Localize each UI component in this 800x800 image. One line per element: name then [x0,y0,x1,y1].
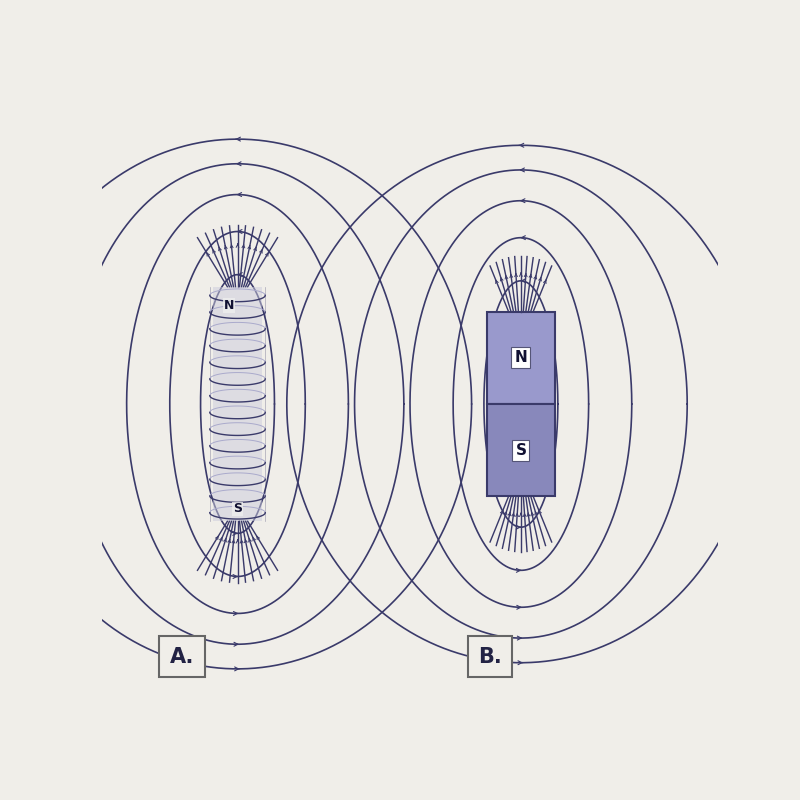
Text: S: S [515,442,526,458]
Bar [487,311,554,404]
Bar [487,404,554,496]
Text: N: N [224,299,234,312]
Bar [213,287,262,521]
Text: N: N [514,350,527,366]
Text: B.: B. [478,646,502,666]
Text: S: S [233,502,242,515]
Text: A.: A. [170,646,194,666]
